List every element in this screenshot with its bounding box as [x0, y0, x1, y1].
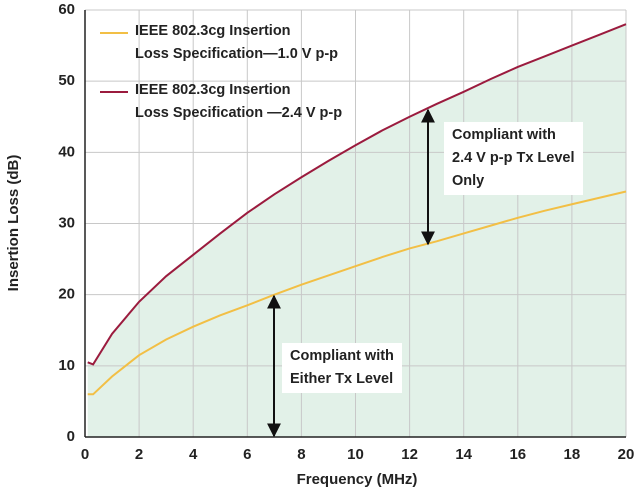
line	[87, 23, 627, 366]
x-tick-label: 2	[135, 446, 143, 463]
x-tick-label: 16	[509, 446, 526, 463]
legend-label: IEEE 802.3cg Insertion Loss Specificatio…	[135, 82, 343, 121]
y-tick-label: 20	[58, 286, 75, 303]
y-tick-label: 10	[58, 357, 75, 374]
annotation: Compliant with 2.4 V p-p Tx Level Only	[444, 122, 583, 195]
y-tick-label: 30	[58, 214, 75, 231]
x-tick-label: 10	[347, 446, 364, 463]
y-tick-label: 40	[58, 143, 75, 160]
x-axis-title: Frequency (MHz)	[297, 471, 418, 488]
y-axis-title: Insertion Loss (dB)	[5, 155, 22, 292]
legend-label: IEEE 802.3cg Insertion Loss Specificatio…	[135, 23, 339, 62]
y-tick-label: 0	[67, 428, 75, 445]
annotation: Compliant with Either Tx Level	[282, 343, 402, 393]
y-tick-label: 60	[58, 1, 75, 18]
line	[87, 190, 627, 396]
x-tick-label: 20	[618, 446, 635, 463]
x-tick-label: 6	[243, 446, 251, 463]
x-tick-label: 18	[564, 446, 581, 463]
x-tick-label: 8	[297, 446, 305, 463]
y-tick-label: 50	[58, 72, 75, 89]
x-tick-label: 0	[81, 446, 89, 463]
x-tick-label: 4	[189, 446, 198, 463]
x-tick-label: 12	[401, 446, 418, 463]
x-tick-label: 14	[455, 446, 472, 463]
